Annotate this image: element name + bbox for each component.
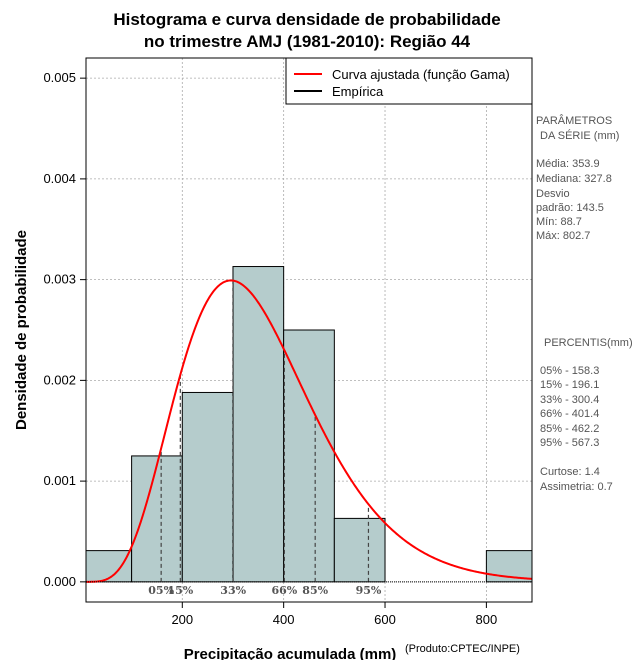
param-max: Máx: 802.7 <box>536 230 590 242</box>
x-tick-label-3: 800 <box>476 612 498 627</box>
series-parameters-panel: PARÂMETROS DA SÉRIE (mm) Média: 353.9 Me… <box>536 114 619 242</box>
y-tick-label-3: 0.003 <box>43 272 76 287</box>
legend-label-empirical: Empírica <box>332 84 384 99</box>
x-axis-label: Precipitação acumulada (mm) <box>184 646 397 660</box>
params-title-1: PARÂMETROS <box>536 114 612 127</box>
y-axis-label: Densidade de probabilidade <box>13 230 30 430</box>
stat-curtose: Curtose: 1.4 <box>540 466 600 478</box>
x-axis: 200 400 600 800 <box>171 602 497 627</box>
percentile-label-0: 05% <box>148 584 174 597</box>
percentile-label-5: 95% <box>356 584 382 597</box>
percentile-label-1: 15% <box>167 584 193 597</box>
x-tick-label-0: 200 <box>171 612 193 627</box>
percentile-lines <box>160 280 370 582</box>
stat-assimetria: Assimetria: 0.7 <box>540 481 613 493</box>
percentil-33: 33% - 300.4 <box>540 394 599 406</box>
param-desvio-1: Desvio <box>536 188 570 200</box>
histogram-bar-2 <box>181 391 234 583</box>
histogram-bar-1 <box>131 455 183 583</box>
legend: Curva ajustada (função Gama) Empírica <box>285 57 533 105</box>
param-mediana: Mediana: 327.8 <box>536 173 612 185</box>
percentil-05: 05% - 158.3 <box>540 365 599 377</box>
y-tick-label-2: 0.002 <box>43 372 76 387</box>
x-tick-label-1: 400 <box>273 612 295 627</box>
y-tick-label-1: 0.001 <box>43 473 76 488</box>
percentile-labels: 05%15% 33% 66% 85% 95% <box>148 584 382 597</box>
x-tick-label-2: 600 <box>374 612 396 627</box>
y-tick-label-5: 0.005 <box>43 70 76 85</box>
y-tick-label-0: 0.000 <box>43 574 76 589</box>
param-min: Mín: 88.7 <box>536 216 582 228</box>
y-tick-label-4: 0.004 <box>43 171 76 186</box>
histogram-bar-4 <box>283 329 335 583</box>
histogram-bar-5 <box>333 517 386 583</box>
percentiles-panel: PERCENTIS(mm) 05% - 158.3 15% - 196.1 33… <box>540 337 633 493</box>
histogram-bars <box>85 266 533 583</box>
gamma-curve <box>86 279 533 583</box>
percentis-title: PERCENTIS(mm) <box>544 337 633 349</box>
histogram-bar-3 <box>232 266 285 583</box>
percentile-label-4: 85% <box>302 584 328 597</box>
percentil-95: 95% - 567.3 <box>540 437 599 449</box>
percentile-label-3: 66% <box>271 584 297 597</box>
chart-title-line1: Histograma e curva densidade de probabil… <box>113 10 500 29</box>
params-title-2: DA SÉRIE (mm) <box>540 129 619 142</box>
percentil-15: 15% - 196.1 <box>540 379 599 391</box>
y-axis: 0.000 0.001 0.002 0.003 0.004 0.005 <box>43 70 86 589</box>
percentil-85: 85% - 462.2 <box>540 423 599 435</box>
legend-box <box>285 57 533 105</box>
param-media: Média: 353.9 <box>536 158 600 170</box>
credit-text: (Produto:CPTEC/INPE) <box>405 643 520 655</box>
chart-title-line2: no trimestre AMJ (1981-2010): Região 44 <box>144 32 471 51</box>
param-desvio-2: padrão: 143.5 <box>536 202 604 214</box>
percentil-66: 66% - 401.4 <box>540 408 599 420</box>
legend-label-curve: Curva ajustada (função Gama) <box>332 67 510 82</box>
percentile-label-2: 33% <box>220 584 246 597</box>
